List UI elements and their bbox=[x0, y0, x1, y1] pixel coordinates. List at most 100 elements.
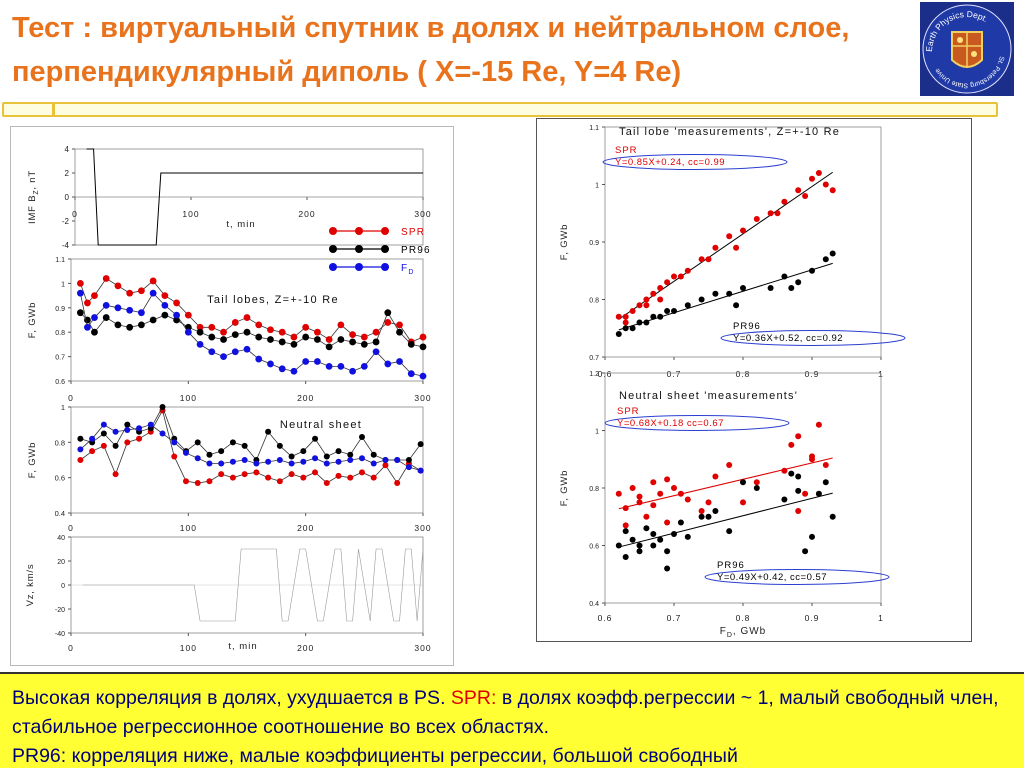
neutral-point-pr96 bbox=[323, 453, 330, 460]
scatter_neutral-point-pr96 bbox=[712, 508, 719, 514]
tail-point-pr96 bbox=[278, 338, 286, 346]
tail-point-spr bbox=[290, 333, 298, 341]
scatter_tail-point-spr bbox=[657, 285, 664, 291]
tail-point-spr bbox=[91, 292, 98, 299]
neutral-point-f bbox=[300, 458, 307, 465]
neutral-point-pr96 bbox=[276, 442, 283, 449]
scatter_neutral-point-spr bbox=[622, 505, 629, 512]
scatter_neutral-point-pr96 bbox=[740, 479, 746, 486]
tail-point-pr96 bbox=[91, 328, 98, 336]
scatter_tail-point-pr96 bbox=[698, 296, 705, 303]
tail-point-f bbox=[196, 341, 204, 348]
conclusion-part3: : корреляция ниже, малые коэффициенты ре… bbox=[60, 745, 738, 767]
tail-point-pr96 bbox=[407, 341, 415, 348]
scatter_tail-point-spr bbox=[677, 273, 684, 280]
tail-point-spr bbox=[360, 333, 368, 341]
tail-point-pr96 bbox=[220, 336, 227, 343]
conclusion-spr-label: SPR: bbox=[450, 687, 497, 709]
neutral-point-spr bbox=[323, 479, 330, 486]
scatter_tail-ytick-label: 0.8 bbox=[589, 298, 599, 305]
legend-marker bbox=[355, 263, 363, 271]
scatter_tail-point-spr bbox=[767, 210, 774, 217]
conclusion-part2: в долях коэфф.регрессии ~ 1, малый свобо… bbox=[12, 687, 999, 738]
scatter_neutral-point-spr bbox=[822, 462, 829, 468]
vz-xlabel: t, min bbox=[228, 641, 257, 652]
tail-point-pr96 bbox=[337, 336, 345, 343]
tail-point-spr bbox=[349, 331, 356, 339]
scatter_tail-fit-line-spr bbox=[618, 171, 833, 320]
neutral-point-pr96 bbox=[77, 435, 84, 442]
tail-point-pr96 bbox=[138, 321, 145, 329]
neutral-point-f bbox=[312, 455, 319, 462]
scatter_neutral-point-spr bbox=[650, 502, 657, 509]
neutral-annotation: Neutral sheet bbox=[280, 419, 362, 431]
neutral-point-spr bbox=[382, 462, 389, 469]
scatter_tail-point-pr96 bbox=[712, 290, 719, 297]
scatter_tail-point-spr bbox=[774, 210, 781, 217]
scatter_tail-point-spr bbox=[629, 308, 636, 314]
scatter_tail-xtick-label: 0.6 bbox=[598, 369, 613, 379]
tail-point-f bbox=[184, 328, 192, 336]
tail-point-spr bbox=[138, 287, 145, 295]
tail-point-pr96 bbox=[196, 328, 204, 336]
neutral-point-f bbox=[136, 425, 143, 432]
tail-point-spr bbox=[372, 328, 380, 336]
neutral-point-spr bbox=[394, 479, 401, 486]
tail-ytick-label: 1 bbox=[61, 281, 65, 288]
scatter_neutral-point-pr96 bbox=[802, 548, 809, 555]
vz-ytick-label: -20 bbox=[55, 607, 65, 614]
tail-point-pr96 bbox=[384, 309, 392, 317]
imf-ytick-label: 4 bbox=[65, 145, 70, 154]
scatter_neutral-point-pr96 bbox=[664, 565, 671, 572]
tail-ytick-label: 0.9 bbox=[55, 306, 65, 313]
scatter_tail-ylabel: F, GWb bbox=[559, 224, 570, 260]
tail-point-f bbox=[419, 372, 427, 380]
scatter_tail-point-pr96 bbox=[740, 285, 746, 291]
tail-point-spr bbox=[102, 275, 110, 282]
scatter_neutral-point-pr96 bbox=[664, 548, 671, 555]
scatter_tail-xtick-label: 0.9 bbox=[805, 369, 820, 379]
scatter_neutral-point-spr bbox=[664, 519, 671, 526]
neutral-point-pr96 bbox=[194, 439, 201, 446]
vz-ytick-label: 40 bbox=[57, 535, 65, 542]
scatter_tail-point-pr96 bbox=[809, 267, 815, 274]
neutral-point-pr96 bbox=[358, 434, 365, 441]
tail-point-pr96 bbox=[114, 321, 122, 329]
tail-point-f bbox=[102, 301, 110, 309]
tail-point-f bbox=[114, 304, 122, 312]
scatter_tail-point-pr96 bbox=[795, 279, 802, 286]
neutral-point-spr bbox=[194, 479, 201, 486]
scatter_neutral-point-spr bbox=[753, 479, 760, 486]
tail-point-spr bbox=[208, 323, 216, 331]
tail-point-pr96 bbox=[396, 328, 403, 336]
scatter_neutral-point-pr96 bbox=[677, 519, 684, 526]
neutral-point-f bbox=[112, 428, 119, 435]
scatter_neutral-fit-line-pr96 bbox=[618, 492, 833, 548]
scatter_tail-point-spr bbox=[671, 273, 677, 280]
conclusion-pr96-label: PR96 bbox=[12, 745, 61, 767]
neutral-ytick-label: 0.4 bbox=[55, 509, 65, 518]
scatter_neutral-point-pr96 bbox=[636, 548, 643, 555]
tail-point-f bbox=[84, 323, 91, 331]
scatter_neutral-point-pr96 bbox=[822, 479, 829, 486]
scatter_neutral-point-spr bbox=[636, 499, 643, 506]
scatter_tail-ytick-label: 0.9 bbox=[589, 240, 599, 247]
scatter_neutral-ylabel: F, GWb bbox=[559, 470, 570, 506]
scatter_neutral-point-spr bbox=[698, 508, 705, 514]
neutral-scatter-xlabel: FD, GWb bbox=[720, 626, 767, 639]
scatter_neutral-point-spr bbox=[788, 441, 795, 448]
scatter_tail-point-pr96 bbox=[829, 250, 836, 257]
scatter_tail-point-spr bbox=[643, 302, 650, 309]
scatter_neutral-point-spr bbox=[677, 490, 684, 497]
imf-xtick-label: 100 bbox=[182, 209, 199, 219]
scatter_neutral-ytick-label: 1 bbox=[595, 429, 599, 436]
tail-point-pr96 bbox=[325, 343, 333, 351]
scatter_tail-point-spr bbox=[712, 244, 719, 251]
tail-point-f bbox=[384, 360, 392, 368]
imf-ytick-label: -4 bbox=[62, 241, 70, 250]
scatter_neutral-point-pr96 bbox=[629, 536, 636, 543]
vz-ylabel: Vz, km/s bbox=[25, 564, 36, 607]
neutral-point-spr bbox=[77, 457, 84, 463]
scatter_neutral-point-spr bbox=[664, 476, 671, 483]
